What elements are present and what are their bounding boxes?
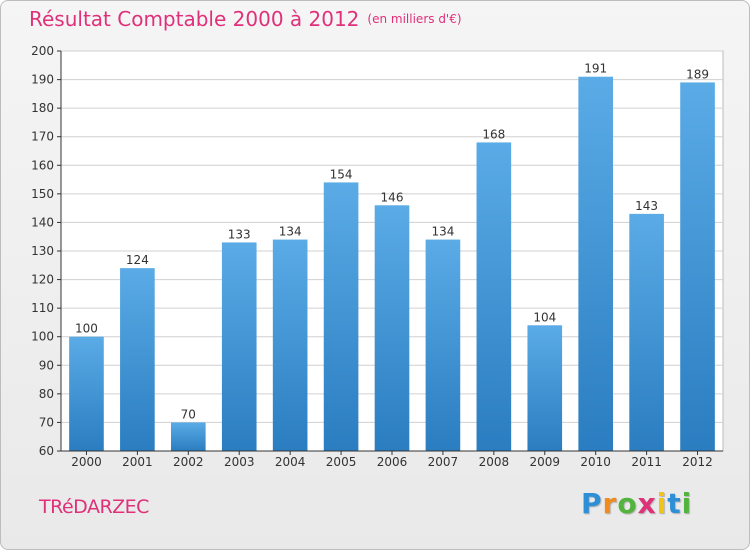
location-name: TRéDARZEC (39, 496, 149, 518)
bar (527, 325, 563, 451)
y-tick-label: 190 (31, 73, 54, 87)
y-tick-label: 180 (31, 101, 54, 115)
y-tick-label: 60 (39, 444, 54, 458)
proxiti-logo[interactable]: Proxiti (581, 487, 692, 520)
bar (629, 213, 664, 451)
bar (425, 239, 461, 451)
y-tick-label: 90 (39, 358, 54, 372)
x-tick-label: 2012 (682, 455, 713, 469)
y-tick-label: 80 (39, 387, 54, 401)
bar-value-label: 189 (686, 67, 709, 81)
y-tick-label: 160 (31, 158, 54, 172)
chart-title: Résultat Comptable 2000 à 2012 (en millie… (29, 7, 462, 31)
y-tick-label: 70 (39, 415, 54, 429)
chart-subtitle: (en milliers d'€) (367, 12, 462, 26)
bar (476, 142, 512, 451)
bar-value-label: 146 (381, 190, 404, 204)
x-tick-label: 2005 (326, 455, 357, 469)
y-tick-label: 140 (31, 215, 54, 229)
bar-value-label: 143 (635, 199, 658, 213)
bar (120, 268, 155, 451)
y-tick-label: 170 (31, 130, 54, 144)
bar-value-label: 134 (279, 225, 302, 239)
x-tick-label: 2004 (275, 455, 306, 469)
bar (680, 82, 715, 451)
logo-letter: o (617, 487, 638, 520)
x-tick-label: 2003 (224, 455, 255, 469)
bar (578, 76, 614, 451)
logo-letter: i (681, 487, 693, 520)
y-tick-label: 110 (31, 301, 54, 315)
logo-letter: P (581, 487, 603, 520)
logo-letter: t (667, 487, 682, 520)
x-tick-label: 2011 (631, 455, 662, 469)
bar (272, 239, 308, 451)
bar-value-label: 154 (330, 167, 353, 181)
y-tick-label: 100 (31, 330, 54, 344)
x-tick-label: 2000 (71, 455, 102, 469)
bar (69, 336, 104, 451)
bar (170, 422, 206, 451)
chart-title-text: Résultat Comptable 2000 à 2012 (29, 7, 360, 31)
bar-value-label: 104 (533, 310, 556, 324)
x-tick-label: 2007 (428, 455, 459, 469)
bar-value-label: 70 (181, 407, 196, 421)
bar (221, 242, 257, 451)
x-tick-label: 2002 (173, 455, 204, 469)
y-tick-label: 120 (31, 273, 54, 287)
logo-letter: r (602, 487, 618, 520)
x-tick-label: 2010 (580, 455, 611, 469)
bar (323, 182, 359, 451)
x-tick-label: 2008 (479, 455, 510, 469)
bar-value-label: 134 (431, 225, 454, 239)
bar-value-label: 168 (482, 127, 505, 141)
bar-value-label: 191 (584, 62, 607, 76)
logo-letter: i (656, 487, 668, 520)
bar-value-label: 124 (126, 253, 149, 267)
x-tick-label: 2009 (529, 455, 560, 469)
bar-value-label: 100 (75, 322, 98, 336)
y-tick-label: 200 (31, 44, 54, 58)
y-tick-label: 130 (31, 244, 54, 258)
bar (374, 205, 410, 451)
y-tick-label: 150 (31, 187, 54, 201)
x-tick-label: 2001 (122, 455, 153, 469)
bar-value-label: 133 (228, 227, 251, 241)
logo-letter: x (637, 487, 657, 520)
x-tick-label: 2006 (377, 455, 408, 469)
